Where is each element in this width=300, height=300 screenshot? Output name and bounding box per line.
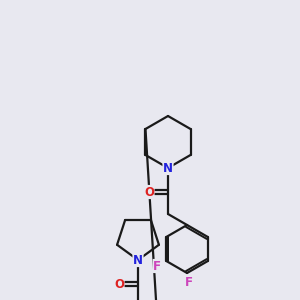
Text: F: F xyxy=(153,260,161,272)
Text: N: N xyxy=(133,254,143,266)
Text: O: O xyxy=(144,185,154,199)
Text: O: O xyxy=(114,278,124,290)
Text: N: N xyxy=(163,161,173,175)
Text: F: F xyxy=(185,275,193,289)
